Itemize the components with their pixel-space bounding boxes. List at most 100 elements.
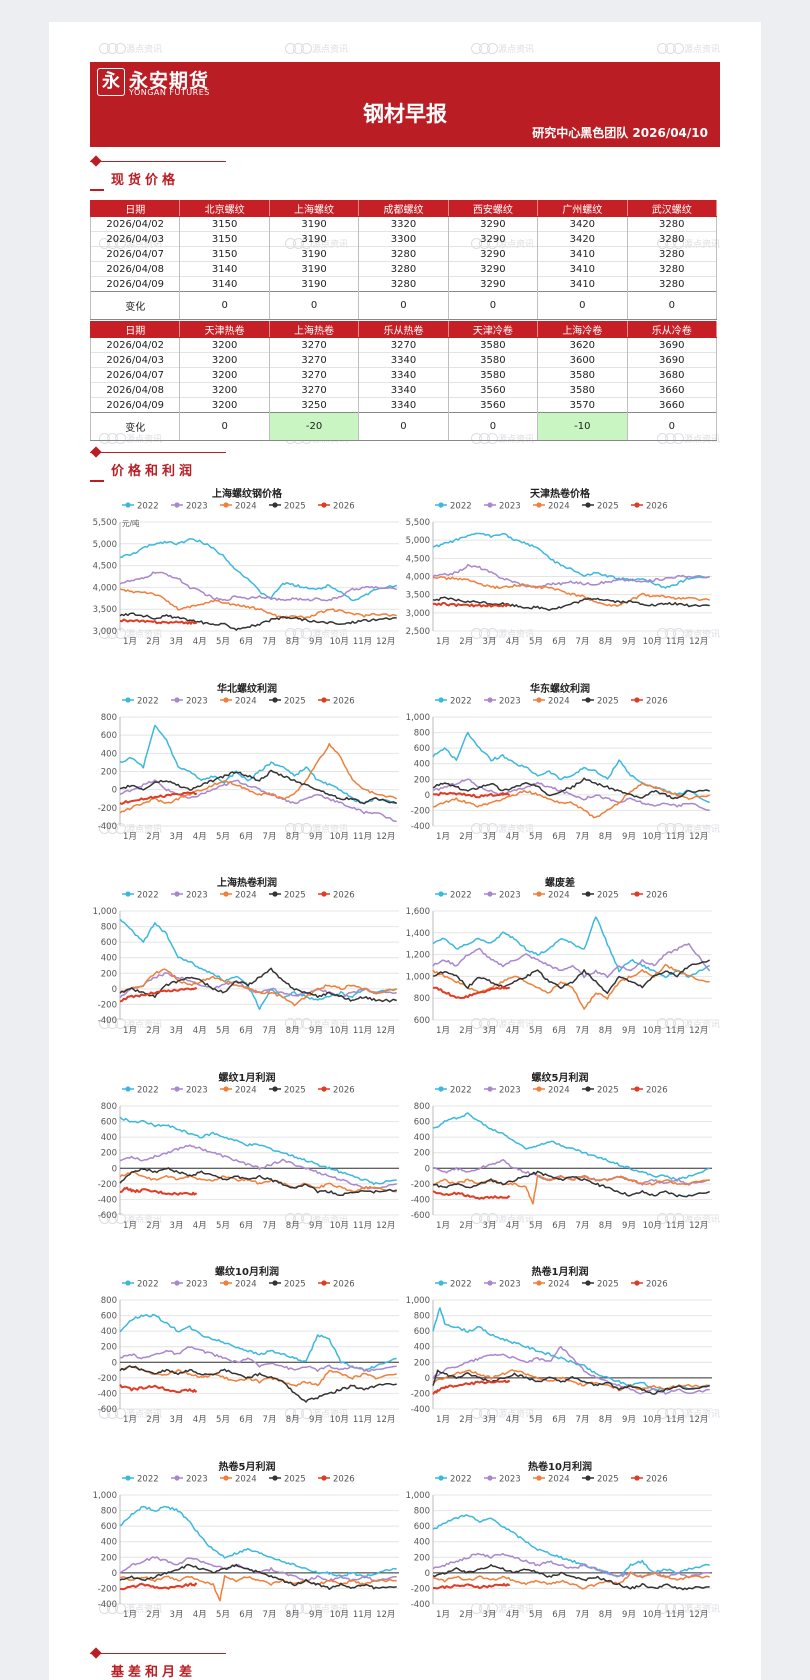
date-cell: 2026/04/09 — [89, 397, 181, 413]
legend-marker — [272, 1280, 278, 1286]
price-cell: 3200 — [179, 367, 270, 383]
legend-label: 2022 — [137, 1085, 159, 1095]
line-chart: 热卷10月利润 2022 2023 2024 2025 2026 -400 -200 0 200 4… — [400, 1458, 720, 1638]
x-tick-label: 6月 — [552, 637, 566, 647]
x-tick-label: 9月 — [622, 1026, 636, 1036]
column-header: 西安螺纹 — [447, 200, 539, 217]
legend-label: 2022 — [137, 502, 159, 512]
x-tick-label: 12月 — [376, 637, 395, 647]
legend-marker — [634, 1085, 640, 1092]
x-tick-label: 10月 — [330, 637, 349, 647]
legend-item: 2024 — [533, 502, 570, 512]
yongan-logo-icon: 永 — [97, 68, 125, 96]
date-cell: 2026/04/08 — [89, 261, 181, 277]
price-cell: 3280 — [626, 231, 718, 247]
y-tick-label: 0 — [112, 1164, 117, 1174]
legend-item: 2022 — [122, 502, 159, 512]
x-tick-label: 2月 — [146, 637, 160, 647]
price-cell: 3560 — [447, 382, 539, 398]
x-tick-label: 12月 — [376, 1026, 395, 1036]
legend-label: 2025 — [597, 502, 619, 512]
y-tick-label: 200 — [414, 775, 430, 785]
y-tick-label: 600 — [414, 1522, 430, 1532]
rebar-price-table: 日期 北京螺纹 上海螺纹 成都螺纹 西安螺纹 广州螺纹 武汉螺纹 2026/04/02 315… — [89, 200, 718, 320]
legend-marker — [585, 502, 591, 508]
legend-label: 2022 — [450, 891, 472, 901]
y-tick-label: 1,000 — [406, 1491, 430, 1501]
price-cell: 3270 — [268, 382, 360, 398]
legend-marker — [174, 891, 180, 897]
x-tick-label: 6月 — [239, 637, 253, 647]
legend-marker — [634, 1280, 640, 1286]
y-tick-label: 1,000 — [406, 1296, 430, 1306]
price-cell: 3580 — [537, 382, 628, 398]
series-line-2023 — [119, 571, 397, 602]
series-line-2024 — [119, 1170, 397, 1192]
x-tick-label: 3月 — [483, 1610, 497, 1620]
rings-logo-icon — [657, 42, 684, 57]
legend-label: 2024 — [235, 891, 257, 901]
legend-marker — [174, 1474, 180, 1481]
legend-item: 2023 — [171, 891, 208, 901]
x-tick-label: 10月 — [330, 832, 349, 842]
x-tick-label: 6月 — [552, 1221, 566, 1231]
x-tick-label: 8月 — [286, 637, 300, 647]
legend-label: 2025 — [284, 1280, 306, 1290]
legend-item: 2026 — [318, 696, 355, 706]
legend-marker — [223, 502, 229, 508]
column-header: 广州螺纹 — [537, 200, 628, 217]
date-cell: 2026/04/02 — [89, 337, 181, 353]
price-cell: 3340 — [358, 382, 449, 398]
legend-label: 2024 — [235, 1280, 257, 1290]
y-tick-label: 200 — [414, 1553, 430, 1563]
series-line-2023 — [119, 778, 397, 822]
date-cell: 2026/04/02 — [89, 216, 181, 232]
line-chart: 热卷1月利润 2022 2023 2024 2025 2026 -400 -200 0 200 40… — [400, 1263, 720, 1443]
chart-svg: 2022 2023 2024 2025 2026 -400 -200 0 200 400 600 80… — [406, 1474, 712, 1620]
x-tick-label: 1月 — [123, 1610, 137, 1620]
x-tick-label: 2月 — [146, 1026, 160, 1036]
price-cell: 3150 — [179, 246, 270, 262]
x-tick-label: 1月 — [123, 832, 137, 842]
x-tick-label: 11月 — [353, 1610, 372, 1620]
legend-marker — [585, 1474, 591, 1481]
series-line-2026 — [432, 1379, 511, 1395]
x-tick-label: 10月 — [643, 1026, 662, 1036]
price-cell: 3270 — [268, 367, 360, 383]
y-tick-label: 400 — [101, 749, 117, 759]
x-tick-label: 12月 — [689, 832, 708, 842]
legend-item: 2023 — [171, 1474, 208, 1484]
x-tick-label: 9月 — [622, 1610, 636, 1620]
x-tick-label: 5月 — [529, 1610, 543, 1620]
legend-label: 2024 — [235, 696, 257, 706]
legend-marker — [174, 502, 180, 508]
y-tick-label: 200 — [101, 1553, 117, 1563]
y-tick-label: 200 — [101, 969, 117, 979]
legend-item: 2025 — [269, 1474, 306, 1484]
legend-marker — [125, 502, 131, 508]
series-line-2025 — [119, 967, 397, 1003]
column-header: 上海螺纹 — [268, 200, 360, 217]
x-tick-label: 9月 — [309, 637, 323, 647]
x-tick-label: 11月 — [666, 1221, 685, 1231]
price-cell: 3320 — [358, 216, 449, 232]
x-tick-label: 7月 — [576, 637, 590, 647]
x-tick-label: 2月 — [146, 1221, 160, 1231]
date-cell: 2026/04/09 — [89, 276, 181, 292]
x-tick-label: 10月 — [330, 1415, 349, 1425]
report-title: 钢材早报 — [363, 102, 447, 126]
legend-item: 2023 — [484, 891, 521, 901]
x-tick-label: 11月 — [353, 832, 372, 842]
x-tick-label: 12月 — [689, 637, 708, 647]
diamond-bullet-icon — [90, 446, 102, 458]
chart-svg: 2022 2023 2024 2025 2026 -400 -200 0 200 400 600 80… — [406, 696, 712, 842]
chart-svg: 2022 2023 2024 2025 2026 -600 -400 -200 0 200 400 6… — [98, 1280, 399, 1425]
series-line-2022 — [119, 1505, 397, 1578]
x-tick-label: 4月 — [193, 1415, 207, 1425]
legend-item: 2022 — [435, 1474, 472, 1484]
series-line-2022 — [119, 918, 397, 1011]
column-header: 乐从冷卷 — [626, 321, 718, 338]
x-tick-label: 1月 — [123, 1221, 137, 1231]
legend-item: 2023 — [484, 1280, 521, 1290]
watermark: 源点资讯 — [99, 42, 162, 57]
